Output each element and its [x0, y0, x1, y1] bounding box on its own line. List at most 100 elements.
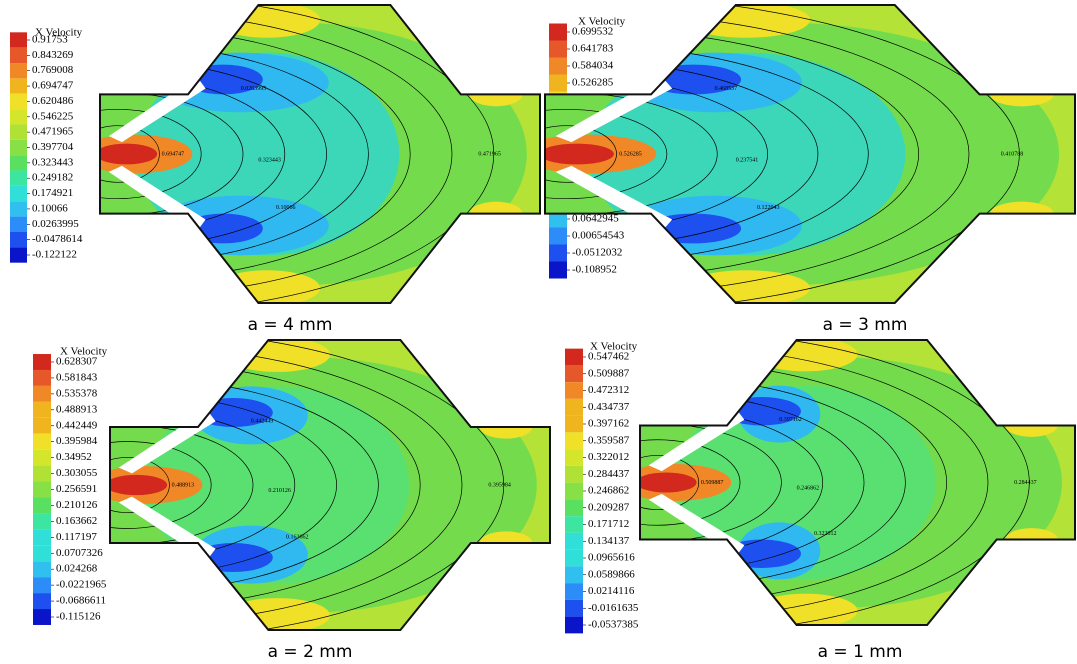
colorbar-tick-label: 0.395984 [56, 435, 98, 447]
colorbar-swatch [33, 354, 51, 370]
colorbar-tick-label: 0.246862 [588, 485, 629, 497]
colorbar-tick-label: 0.134137 [588, 535, 630, 547]
colorbar-swatch [549, 262, 567, 279]
colorbar-swatch [10, 155, 27, 170]
colorbar-tick-label: -0.0478614 [32, 233, 83, 245]
colorbar-tick-label: 0.547462 [588, 351, 629, 363]
colorbar-swatch [565, 600, 583, 617]
colorbar-swatch [565, 416, 583, 433]
colorbar-tick-label: 0.584034 [572, 60, 614, 72]
colorbar-tick-label: 0.526285 [572, 77, 614, 89]
caption: a = 1 mm [818, 642, 903, 662]
colorbar-tick-label: 0.472312 [588, 384, 629, 396]
colorbar-swatch [10, 94, 27, 109]
colorbar-tick-label: -0.115126 [56, 611, 101, 623]
colorbar-tick-label: -0.0537385 [588, 619, 639, 631]
colorbar-tick-label: 0.322012 [588, 451, 629, 463]
colorbar-tick-label: 0.0263995 [32, 218, 79, 230]
colorbar-tick-label: -0.0512032 [572, 247, 622, 259]
contour-label: 0.471965 [478, 151, 501, 157]
colorbar-swatch [565, 382, 583, 399]
colorbar-swatch [10, 186, 27, 201]
contour-label: 0.210126 [268, 488, 291, 494]
colorbar-tick-label: 0.323443 [32, 156, 74, 168]
contour-label: 0.526285 [619, 151, 642, 157]
colorbar-swatch [549, 228, 567, 245]
colorbar-tick-label: 0.209287 [588, 501, 630, 513]
contour-label: 0.246862 [797, 486, 820, 492]
caption: a = 3 mm [823, 315, 908, 335]
contour-label: 0.122043 [757, 205, 780, 211]
colorbar-tick-label: 0.174921 [32, 187, 73, 199]
colorbar-swatch [10, 48, 27, 63]
colorbar-swatch [549, 75, 567, 92]
colorbar-swatch [10, 63, 27, 78]
colorbar-tick-label: 0.769008 [32, 64, 74, 76]
colorbar-swatch [10, 171, 27, 186]
colorbar-tick-label: 0.843269 [32, 49, 74, 61]
caption: a = 2 mm [268, 642, 353, 662]
colorbar-swatch [10, 78, 27, 93]
colorbar-swatch [565, 550, 583, 567]
colorbar-tick-label: 0.359587 [588, 434, 630, 446]
field-region [106, 475, 168, 495]
colorbar-tick-label: 0.256591 [56, 483, 97, 495]
colorbar-tick-label: 0.581843 [56, 371, 98, 383]
colorbar-swatch [10, 140, 27, 155]
caption: a = 4 mm [248, 315, 333, 335]
contour-label: 0.237541 [736, 157, 759, 163]
contour-label: 0.694747 [162, 151, 185, 157]
colorbar-swatch [565, 365, 583, 382]
colorbar-swatch [10, 232, 27, 247]
colorbar-swatch [33, 434, 51, 450]
colorbar-swatch [33, 593, 51, 609]
colorbar-swatch [10, 247, 27, 262]
colorbar-swatch [565, 349, 583, 366]
contour-label: 0.323443 [258, 157, 281, 163]
colorbar-swatch [549, 41, 567, 58]
colorbar-swatch [10, 201, 27, 216]
colorbar-tick-label: 0.0214116 [588, 585, 635, 597]
colorbar-swatch [565, 566, 583, 583]
colorbar-swatch [549, 24, 567, 41]
colorbar-tick-label: 0.171712 [588, 518, 629, 530]
colorbar-tick-label: 0.10066 [32, 202, 68, 214]
colorbar-tick-label: 0.163662 [56, 515, 97, 527]
colorbar-swatch [565, 432, 583, 449]
colorbar-tick-label: 0.117197 [56, 531, 97, 543]
colorbar-swatch [565, 499, 583, 516]
colorbar-swatch [565, 583, 583, 600]
contour-label: 0.509887 [701, 480, 724, 486]
colorbar-tick-label: 0.397704 [32, 141, 74, 153]
colorbar-swatch [565, 617, 583, 634]
colorbar-swatch [33, 450, 51, 466]
colorbar-swatch [33, 529, 51, 545]
colorbar-tick-label: 0.434737 [588, 401, 630, 413]
colorbar-swatch [33, 386, 51, 402]
panel: X Velocity0.6283070.5818430.5353780.4889… [0, 330, 550, 662]
colorbar-swatch [33, 561, 51, 577]
colorbar-swatch [10, 32, 27, 47]
colorbar-swatch [33, 577, 51, 593]
colorbar-tick-label: 0.509887 [588, 367, 630, 379]
colorbar-tick-label: 0.641783 [572, 43, 614, 55]
field-region [540, 144, 614, 165]
contour-label: 0.0263995 [241, 86, 266, 92]
colorbar-swatch [565, 516, 583, 533]
colorbar-swatch [565, 449, 583, 466]
colorbar-swatch [33, 545, 51, 561]
colorbar-tick-label: 0.210126 [56, 499, 98, 511]
colorbar-tick-label: 0.0965616 [588, 552, 635, 564]
panel: X Velocity0.917530.8432690.7690080.69474… [0, 0, 540, 335]
colorbar-swatch [33, 402, 51, 418]
colorbar-swatch [549, 58, 567, 75]
colorbar-swatch [33, 370, 51, 386]
field-region [636, 473, 697, 493]
figure: X Velocity0.917530.8432690.7690080.69474… [0, 0, 1077, 664]
colorbar-swatch [33, 418, 51, 434]
colorbar-swatch [10, 109, 27, 124]
colorbar-tick-label: -0.122122 [32, 249, 77, 261]
contour-label: 0.284437 [1014, 480, 1037, 486]
contour-label: 0.468537 [715, 86, 738, 92]
colorbar-swatch [10, 217, 27, 232]
